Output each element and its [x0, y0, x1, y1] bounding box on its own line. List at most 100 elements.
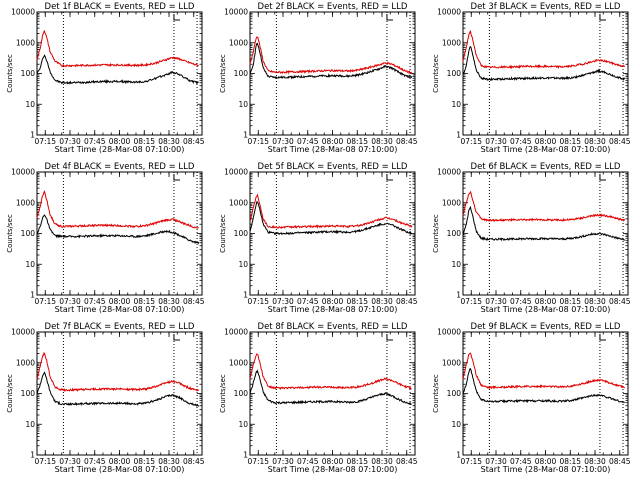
chart-title: Det 1f BLACK = Events, RED = LLD [45, 2, 195, 12]
chart-panel: Det 3f BLACK = Events, RED = LLD 1 10 100 10… [432, 2, 631, 154]
y-tick-label: 10 [451, 260, 461, 269]
y-tick-label: 10000 [224, 8, 248, 17]
y-tick-label: 1 [243, 131, 248, 140]
lld-series-line [249, 193, 413, 229]
events-series-line [249, 200, 412, 236]
y-tick-label: 10000 [437, 168, 461, 177]
y-axis-label: Counts/sec [6, 54, 14, 93]
plot-frame [249, 331, 416, 456]
marker-bracket [386, 334, 393, 341]
x-axis-label: Start Time (28-Mar-08 07:10:00) [268, 145, 398, 154]
chart-panel: Det 9f BLACK = Events, RED = LLD 1 10 100 10… [432, 322, 631, 474]
x-tick-label: 07:45 [510, 457, 532, 466]
lld-series-line [36, 352, 200, 393]
chart-panel: Det 1f BLACK = Events, RED = LLD 1 10 100 10… [6, 2, 205, 154]
y-tick-label: 1 [456, 291, 461, 300]
y-tick-label: 1000 [16, 198, 35, 207]
y-tick-label: 1 [30, 451, 35, 460]
y-tick-label: 1000 [229, 38, 248, 47]
marker-bracket [386, 14, 393, 21]
x-tick-label: 07:15 [34, 297, 56, 306]
y-tick-label: 100 [447, 389, 462, 398]
y-axis-label: Counts/sec [219, 374, 227, 413]
x-tick-label: 08:15 [133, 457, 155, 466]
marker-bracket [173, 174, 180, 181]
y-tick-label: 10 [238, 260, 248, 269]
marker-bracket [173, 334, 180, 341]
x-tick-label: 08:45 [609, 457, 631, 466]
x-tick-label: 08:45 [183, 457, 205, 466]
x-tick-label: 07:30 [272, 137, 294, 146]
x-tick-label: 07:45 [84, 297, 106, 306]
x-tick-label: 08:45 [396, 137, 418, 146]
x-tick-label: 08:15 [346, 297, 368, 306]
x-tick-label: 08:15 [133, 137, 155, 146]
x-tick-label: 08:30 [584, 457, 606, 466]
x-tick-label: 08:15 [133, 297, 155, 306]
y-tick-label: 10 [451, 100, 461, 109]
x-tick-label: 08:45 [183, 297, 205, 306]
chart-title: Det 4f BLACK = Events, RED = LLD [45, 162, 195, 172]
x-tick-label: 08:15 [346, 457, 368, 466]
events-series-line [462, 368, 625, 404]
x-tick-label: 08:30 [158, 137, 180, 146]
x-tick-label: 07:30 [272, 297, 294, 306]
y-tick-label: 10 [238, 420, 248, 429]
x-tick-label: 07:15 [34, 137, 56, 146]
plot-frame [36, 331, 203, 456]
x-tick-label: 07:30 [59, 457, 81, 466]
chart-title: Det 9f BLACK = Events, RED = LLD [471, 322, 621, 332]
chart-title: Det 6f BLACK = Events, RED = LLD [471, 162, 621, 172]
lld-series-line [249, 36, 413, 75]
y-tick-label: 10000 [437, 8, 461, 17]
y-tick-label: 1000 [442, 358, 461, 367]
marker-bracket [599, 334, 606, 341]
chart-panel: Det 4f BLACK = Events, RED = LLD 1 10 100 10… [6, 162, 205, 314]
y-tick-label: 1 [243, 451, 248, 460]
chart-title: Det 2f BLACK = Events, RED = LLD [258, 2, 408, 12]
x-tick-label: 08:00 [535, 457, 557, 466]
x-tick-label: 07:30 [485, 137, 507, 146]
y-tick-label: 10000 [11, 8, 35, 17]
y-axis-label: Counts/sec [219, 214, 227, 253]
chart-panel: Det 7f BLACK = Events, RED = LLD 1 10 100 10… [6, 322, 205, 474]
x-tick-label: 08:45 [396, 457, 418, 466]
y-axis-label: Counts/sec [432, 214, 440, 253]
y-tick-label: 10000 [224, 328, 248, 337]
x-tick-label: 07:30 [485, 297, 507, 306]
x-tick-label: 08:00 [322, 137, 344, 146]
y-axis-label: Counts/sec [432, 374, 440, 413]
marker-bracket [599, 14, 606, 21]
x-tick-label: 07:15 [460, 457, 482, 466]
y-tick-label: 100 [447, 229, 462, 238]
x-tick-label: 08:30 [371, 137, 393, 146]
x-tick-label: 07:30 [485, 457, 507, 466]
x-axis-label: Start Time (28-Mar-08 07:10:00) [268, 305, 398, 314]
events-series-line [36, 371, 200, 407]
chart-panel: Det 6f BLACK = Events, RED = LLD 1 10 100 10… [432, 162, 631, 314]
marker-bracket [173, 14, 180, 21]
lld-series-line [462, 190, 626, 223]
y-tick-label: 10 [238, 100, 248, 109]
x-tick-label: 07:15 [34, 457, 56, 466]
y-tick-label: 100 [21, 69, 36, 78]
y-tick-label: 1000 [442, 38, 461, 47]
y-tick-label: 10 [25, 420, 35, 429]
x-tick-label: 08:45 [609, 297, 631, 306]
chart-title: Det 8f BLACK = Events, RED = LLD [258, 322, 408, 332]
marker-bracket [386, 174, 393, 181]
y-axis-label: Counts/sec [219, 54, 227, 93]
plot-frame [462, 331, 629, 456]
y-tick-label: 10 [451, 420, 461, 429]
lld-series-line [36, 30, 199, 68]
x-tick-label: 08:45 [183, 137, 205, 146]
y-tick-label: 10000 [11, 328, 35, 337]
y-tick-label: 100 [21, 389, 36, 398]
events-series-line [462, 205, 626, 242]
x-tick-label: 08:00 [322, 457, 344, 466]
chart-panel: Det 2f BLACK = Events, RED = LLD 1 10 100 10… [219, 2, 418, 154]
y-tick-label: 1 [243, 291, 248, 300]
events-series-line [462, 45, 626, 82]
y-tick-label: 100 [234, 69, 249, 78]
